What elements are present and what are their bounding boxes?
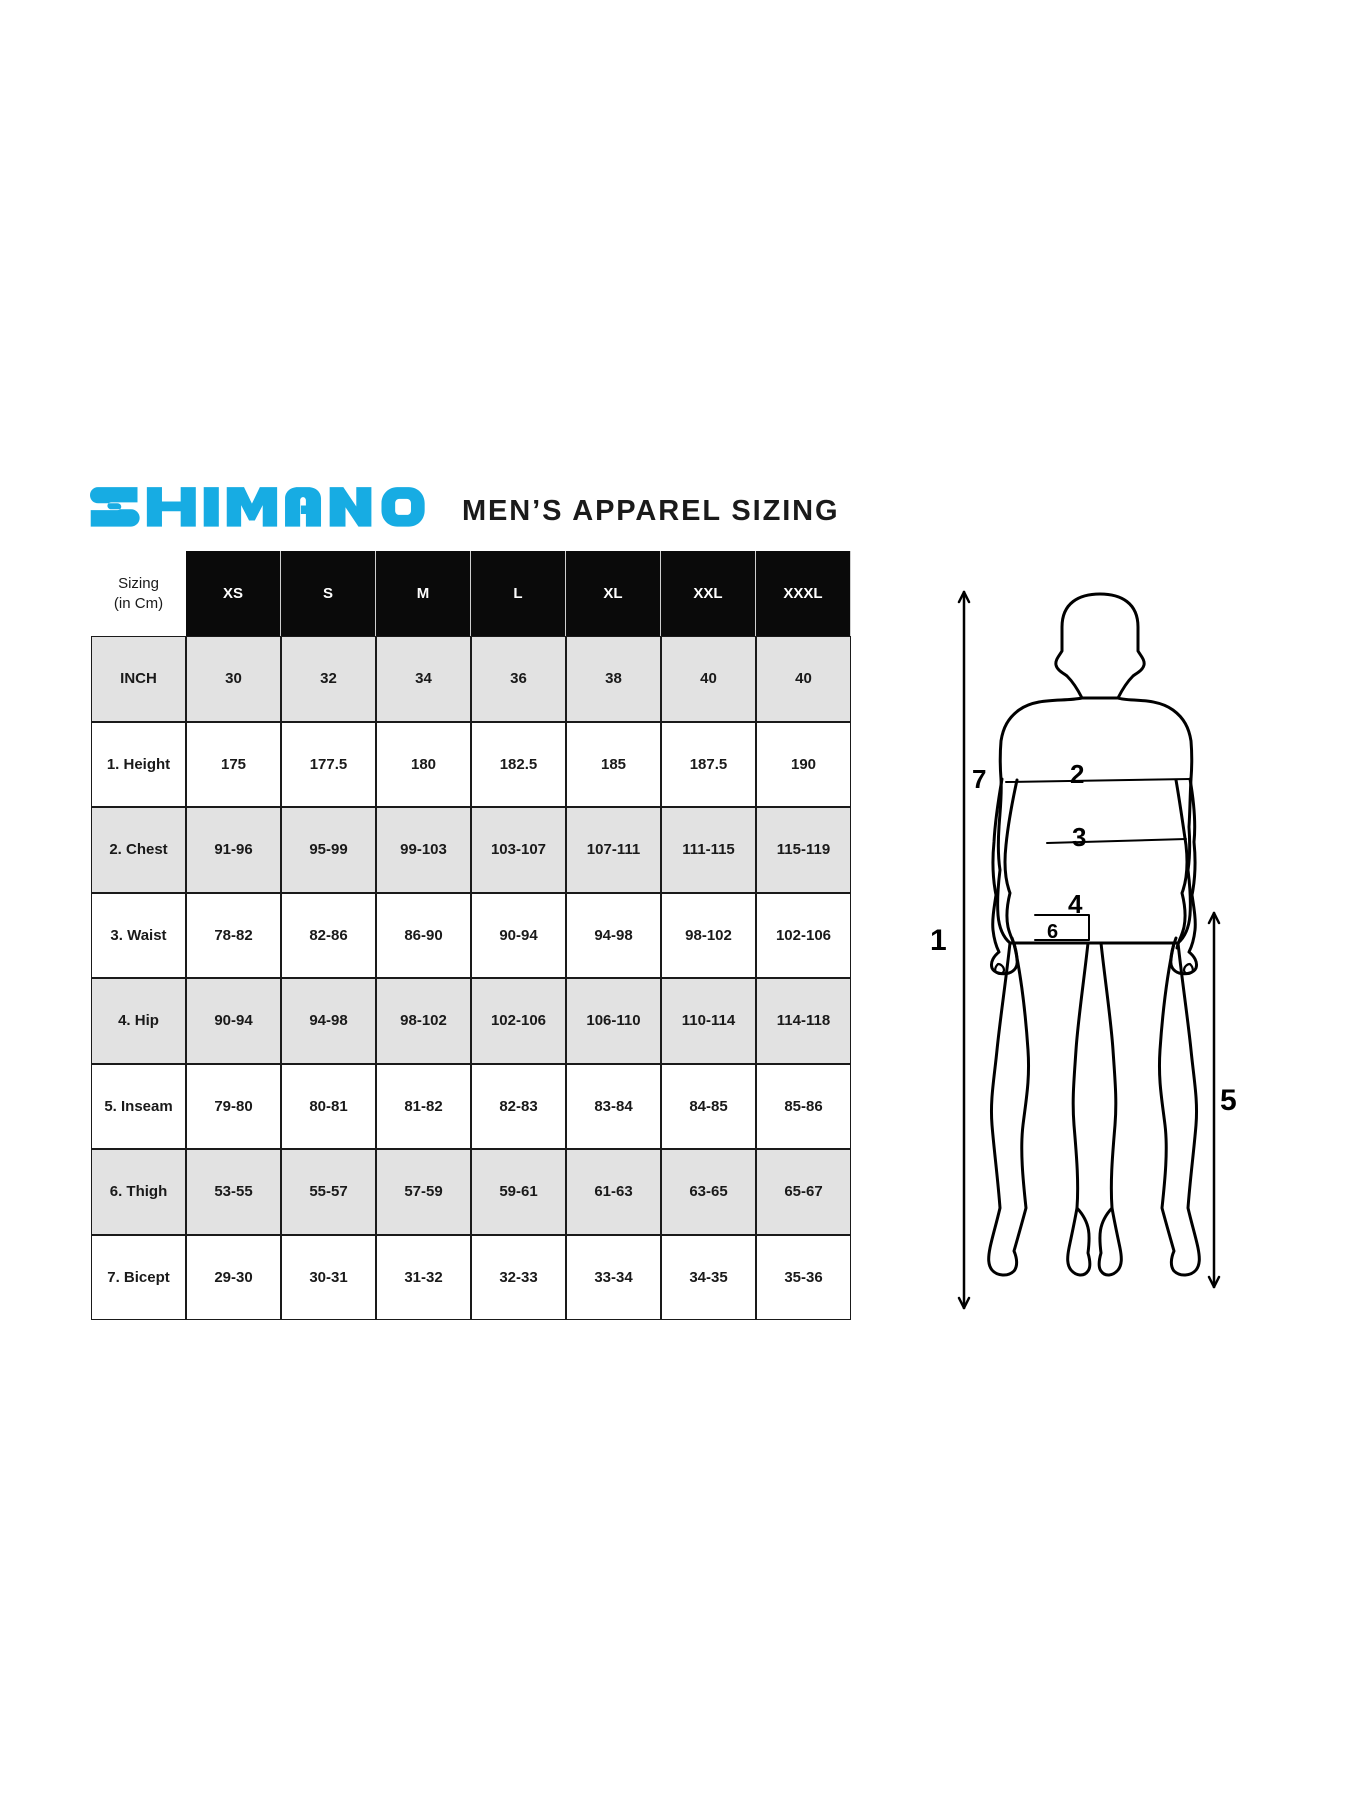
svg-text:3: 3 xyxy=(1072,822,1086,852)
svg-text:7: 7 xyxy=(972,764,986,794)
svg-text:6: 6 xyxy=(1047,921,1058,943)
svg-text:2: 2 xyxy=(1070,759,1084,789)
svg-text:5: 5 xyxy=(1220,1084,1237,1117)
svg-text:4: 4 xyxy=(1068,889,1083,919)
svg-text:1: 1 xyxy=(930,924,947,957)
